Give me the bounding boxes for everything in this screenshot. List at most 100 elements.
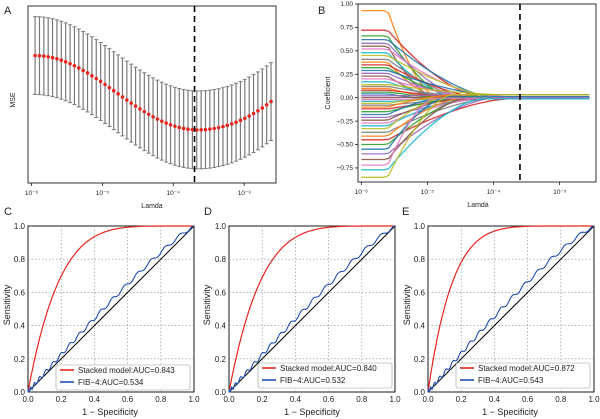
panel-a-mean-point xyxy=(142,109,147,114)
panel-d-xtick-label: 0.0 xyxy=(223,395,235,404)
panel-d-reference-diagonal xyxy=(228,225,396,393)
panel-b-xtick-label: 10⁻³ xyxy=(553,189,567,196)
panel-a-xtick-label: 10⁻³ xyxy=(238,190,252,197)
panel-a-mean-point xyxy=(247,114,251,118)
panel-a-mean-point xyxy=(72,63,77,68)
panel-d-letter: D xyxy=(204,206,212,218)
panel-a-mean-point xyxy=(225,123,230,128)
panel-d-ytick-label: 0.8 xyxy=(215,255,227,264)
panel-e-frame xyxy=(427,225,595,393)
panel-a-mean-point xyxy=(107,85,112,90)
panel-e-ytick-label: 0.8 xyxy=(414,255,426,264)
panel-e-xtick-label: 0.2 xyxy=(456,395,468,404)
panel-a-ylabel: MSE xyxy=(10,92,17,108)
panel-e-ytick-label: 1.0 xyxy=(414,222,426,231)
panel-a-mean-point xyxy=(173,124,177,129)
panel-e-stacked-model-curve xyxy=(427,225,594,393)
panel-c-ytick-label: 0.6 xyxy=(14,288,26,297)
panel-b-coefficient-path xyxy=(361,96,590,150)
panel-a-mean-point xyxy=(50,55,55,60)
panel-a-mean-point xyxy=(37,53,42,58)
panel-a-mean-point xyxy=(190,127,195,132)
panel-e-xtick-label: 1.0 xyxy=(588,395,600,404)
panel-e: E 1 − Specificity Sensitivity 0.00.0 0.2 0… xyxy=(402,206,600,417)
panel-e-xtick-label: 0.8 xyxy=(555,395,567,404)
panel-a-mean-point xyxy=(46,54,50,59)
panel-d-ytick-label: 0.4 xyxy=(215,322,227,331)
panel-a-xtick-label: 10⁻⁶ xyxy=(25,190,39,197)
panel-a-mean-point xyxy=(243,116,247,121)
panel-d: D 1 − Specificity Sensitivity 0.00.0 0.2 0… xyxy=(202,206,401,417)
panel-a-xtick-label: 10⁻⁴ xyxy=(167,190,181,197)
panel-a-mean-point xyxy=(160,119,164,123)
panel-e-xtick-label: 0.0 xyxy=(422,395,434,404)
panel-a-mean-point xyxy=(251,111,256,116)
panel-b-ytick-label: 0.00 xyxy=(340,95,353,102)
panel-e-legend-box xyxy=(455,362,591,389)
panel-b-ytick-label: −0.75 xyxy=(337,165,354,172)
panel-d-legend-label-fib4: FIB−4:AUC=0.532 xyxy=(280,376,346,385)
panel-b-coefficient-path xyxy=(361,97,590,155)
panel-e-ytick-label: 0.4 xyxy=(414,322,426,331)
panel-a-mean-point xyxy=(269,99,273,104)
panel-d-xlabel: 1 − Specificity xyxy=(284,407,340,417)
panel-b-xlabel: Lamda xyxy=(467,202,489,209)
panel-d-fib4-curve xyxy=(228,225,396,393)
panel-a-mean-point xyxy=(238,118,243,123)
panel-a-mean-point xyxy=(85,71,90,75)
panel-a-mean-point xyxy=(116,92,120,96)
panel-c-xtick-label: 0.2 xyxy=(56,395,68,404)
panel-c-legend-label-fib4: FIB−4:AUC=0.534 xyxy=(78,378,144,387)
panel-c-legend-box xyxy=(55,364,191,391)
panel-a: A 10⁻⁶ 10⁻⁵ 10⁻⁴ 10⁻³ Lamda MSE xyxy=(4,5,277,210)
panel-d-xtick-label: 0.6 xyxy=(323,395,335,404)
panel-c-ytick-label: 0.8 xyxy=(14,255,26,264)
panel-a-mean-point xyxy=(164,121,168,125)
panel-e-xtick-label: 0.4 xyxy=(489,395,501,404)
panel-c-xtick-label: 1.0 xyxy=(188,395,200,404)
panel-d-stacked-model-curve xyxy=(228,225,395,393)
panel-e-xlabel: 1 − Specificity xyxy=(482,407,538,417)
panel-a-mean-point xyxy=(199,128,203,132)
panel-a-mean-point xyxy=(138,107,142,111)
panel-d-xtick-label: 0.4 xyxy=(290,395,302,404)
panel-c-ytick-label: 0.0 xyxy=(14,388,26,397)
panel-c-ytick-label: 1.0 xyxy=(14,222,26,231)
panel-c-legend-label-stacked: Stacked model:AUC=0.843 xyxy=(78,366,175,375)
panel-a-mean-point xyxy=(181,126,186,131)
panel-e-letter: E xyxy=(402,206,409,218)
panel-c-xlabel: 1 − Specificity xyxy=(82,407,138,417)
panel-c-stacked-model-curve xyxy=(27,225,194,393)
panel-a-mean-point xyxy=(212,126,217,131)
panel-b-ytick-label: −0.25 xyxy=(337,118,354,125)
panel-d-xtick-label: 0.2 xyxy=(257,395,269,404)
panel-c-xtick-label: 0.0 xyxy=(22,395,34,404)
panel-a-mean-point xyxy=(264,103,269,107)
panel-a-mean-point xyxy=(125,98,129,102)
panel-c-ylabel: Sensitivity xyxy=(2,284,12,325)
panel-b-coefficient-path xyxy=(361,98,590,171)
panel-d-xtick-label: 0.8 xyxy=(356,395,368,404)
panel-b-frame xyxy=(357,3,597,183)
panel-e-legend-label-fib4: FIB−4:AUC=0.543 xyxy=(478,376,544,385)
panel-d-ytick-label: 0.0 xyxy=(215,388,227,397)
panel-b-ytick-label: 1.00 xyxy=(340,1,353,8)
panel-d-ylabel: Sensitivity xyxy=(202,284,212,325)
panel-b-ytick-label: 0.50 xyxy=(340,48,353,55)
panel-a-letter: A xyxy=(4,5,12,17)
panel-d-xtick-label: 1.0 xyxy=(389,395,401,404)
panel-b-coefficient-path xyxy=(361,94,590,178)
panel-a-mean-point xyxy=(133,104,138,108)
panel-a-mean-point xyxy=(55,57,59,61)
panel-a-mean-point xyxy=(63,60,68,64)
panel-a-mean-point xyxy=(68,61,72,66)
panel-d-frame xyxy=(228,225,396,393)
panel-c-ytick-label: 0.4 xyxy=(14,322,26,331)
panel-e-fib4-curve xyxy=(427,225,595,393)
panel-a-mean-point xyxy=(42,54,46,58)
panel-c-xtick-label: 0.8 xyxy=(155,395,167,404)
panel-a-mean-point xyxy=(186,127,190,132)
panel-a-mean-point xyxy=(168,122,173,127)
panel-a-mean-point xyxy=(229,122,234,126)
